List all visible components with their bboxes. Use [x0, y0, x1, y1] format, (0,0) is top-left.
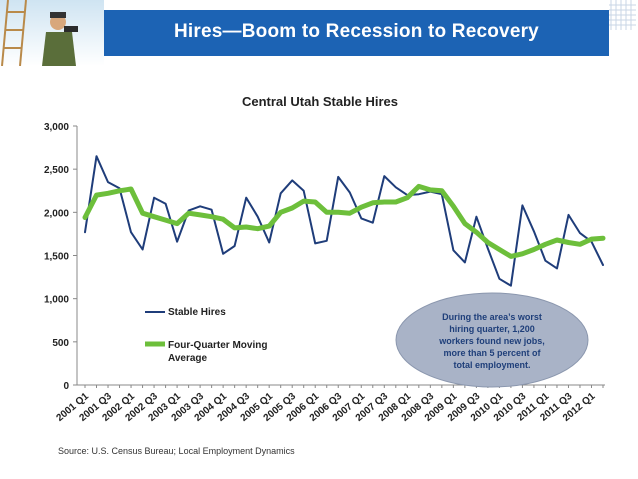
- y-tick-label: 0: [63, 381, 69, 392]
- header-photo: [0, 0, 104, 67]
- chart-title: Central Utah Stable Hires: [242, 94, 398, 109]
- annotation-callout: During the area’s worst hiring quarter, …: [395, 292, 589, 388]
- legend-label-stable-hires: Stable Hires: [168, 307, 226, 318]
- callout-line-1: During the area’s worst: [442, 312, 542, 322]
- callout-line-3: workers found new jobs,: [438, 336, 545, 346]
- y-tick-label: 1,000: [44, 295, 69, 306]
- callout-line-5: total employment.: [453, 360, 530, 370]
- y-tick-label: 3,000: [44, 122, 69, 133]
- y-tick-label: 1,500: [44, 252, 69, 263]
- page-title: Hires—Boom to Recession to Recovery: [174, 21, 539, 42]
- y-axis: 0 500 1,000 1,500 2,000 2,500 3,000: [44, 122, 77, 392]
- title-bar: Hires—Boom to Recession to Recovery: [104, 10, 609, 56]
- y-tick-label: 2,000: [44, 208, 69, 219]
- grid-logo-icon: [609, 0, 638, 66]
- legend: Stable Hires Four-Quarter Moving Average: [145, 307, 267, 364]
- series-layer: [82, 155, 606, 287]
- series-line-moving-average: [82, 183, 606, 259]
- legend-label-moving-average-2: Average: [168, 353, 208, 364]
- chart: Central Utah Stable Hires 0 500 1,000 1,500…: [0, 80, 638, 460]
- y-tick-label: 500: [52, 338, 69, 349]
- callout-line-4: more than 5 percent of: [443, 348, 541, 358]
- legend-label-moving-average: Four-Quarter Moving: [168, 340, 267, 351]
- callout-line-2: hiring quarter, 1,200: [449, 324, 535, 334]
- source-note: Source: U.S. Census Bureau; Local Employ…: [58, 446, 295, 456]
- header: Hires—Boom to Recession to Recovery: [0, 0, 638, 67]
- y-tick-label: 2,500: [44, 165, 69, 176]
- callout-bubble: [395, 292, 589, 388]
